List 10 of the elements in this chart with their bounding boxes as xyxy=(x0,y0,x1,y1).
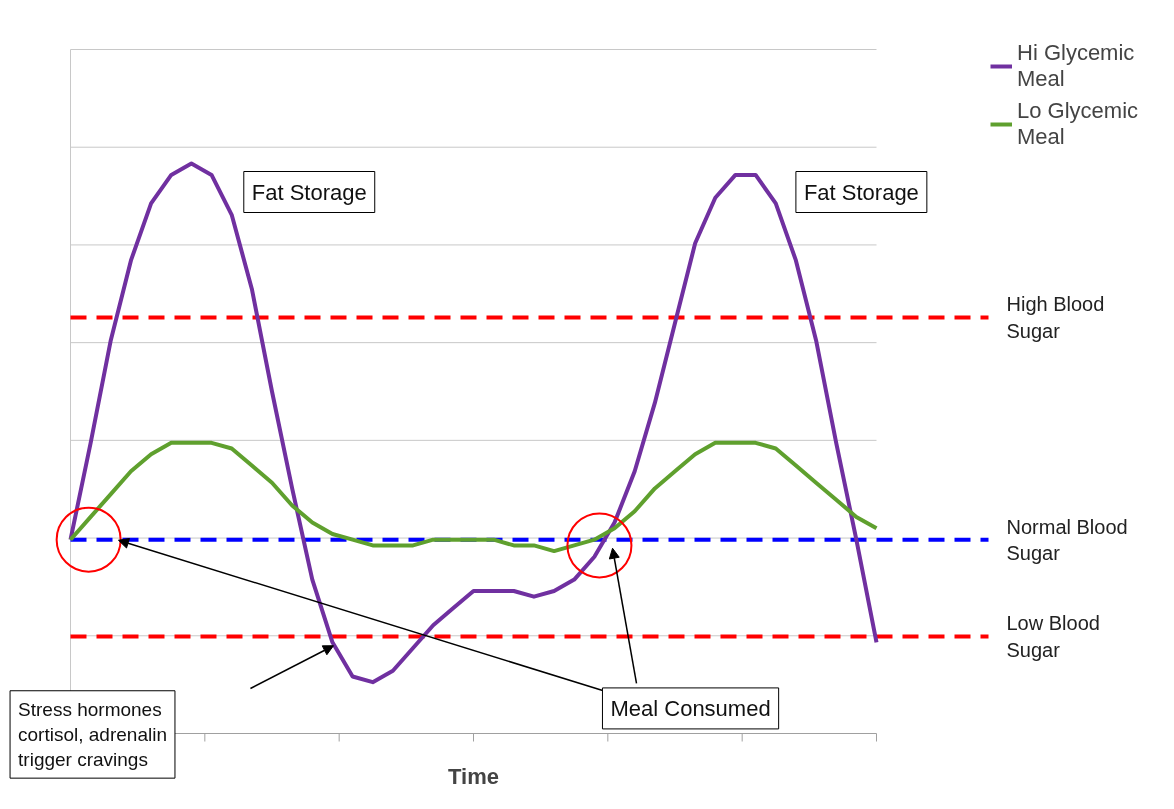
annotation: Stress hormones cortisol, adrenalin trigger cravings xyxy=(18,698,167,771)
legend-label: Hi Glycemic Meal xyxy=(1017,40,1135,92)
ref-line-label: Low Blood Sugar xyxy=(1006,612,1100,661)
legend-label: Lo Glycemic Meal xyxy=(1017,98,1139,150)
annotation: Meal Consumed xyxy=(610,695,771,721)
ref-line-label: High Blood Sugar xyxy=(1006,293,1105,342)
annotation: Fat Storage xyxy=(251,179,367,205)
ref-line-label: Normal Blood Sugar xyxy=(1006,515,1128,564)
x-axis-title: Time xyxy=(448,763,499,789)
annotation: Fat Storage xyxy=(803,179,919,205)
